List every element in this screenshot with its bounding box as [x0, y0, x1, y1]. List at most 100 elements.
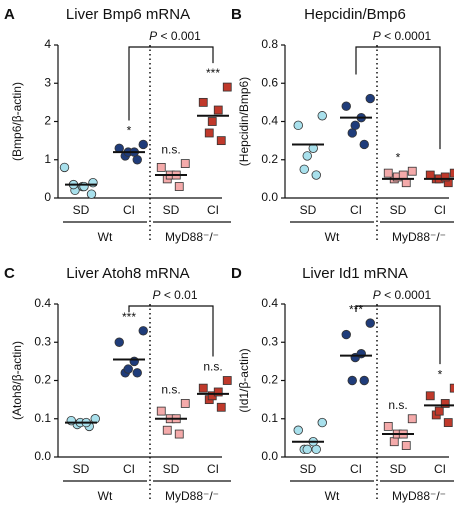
point — [383, 168, 393, 178]
panel-letter: D — [231, 265, 242, 282]
group-label: MyD88⁻/⁻ — [392, 230, 446, 244]
significance: n.s. — [388, 398, 407, 412]
x-tick-label: SD — [390, 203, 407, 217]
x-tick-label: CI — [434, 203, 446, 217]
point — [449, 383, 454, 393]
y-tick-label: 3 — [44, 75, 51, 89]
point — [198, 383, 208, 393]
point — [123, 364, 133, 374]
point — [365, 318, 375, 328]
group-label: Wt — [98, 230, 113, 244]
point — [204, 128, 214, 138]
x-tick-label: SD — [300, 203, 317, 217]
comparison-label: P < 0.0001 — [373, 288, 432, 302]
y-tick-label: 2 — [44, 114, 51, 128]
comparison-bracket — [128, 305, 214, 357]
y-tick-label: 0.2 — [34, 373, 51, 387]
y-axis-label: (Id1/β-actin) — [237, 348, 251, 412]
y-tick-label: 0.1 — [34, 411, 51, 425]
point — [114, 337, 124, 347]
x-tick-label: SD — [390, 462, 407, 476]
group-label: Wt — [98, 489, 113, 503]
y-axis-label: (Atoh8/β-actin) — [10, 341, 24, 420]
point — [213, 105, 223, 115]
point — [443, 418, 453, 427]
panel-letter: A — [4, 6, 15, 23]
y-tick-label: 1 — [44, 152, 51, 166]
point — [216, 136, 226, 146]
y-tick-label: 0.3 — [34, 334, 51, 348]
group-label: MyD88⁻/⁻ — [165, 230, 219, 244]
point — [86, 189, 97, 199]
significance: n.s. — [203, 360, 222, 374]
point — [383, 421, 393, 431]
x-tick-label: SD — [163, 462, 180, 476]
x-tick-label: SD — [73, 203, 90, 217]
significance: n.s. — [161, 383, 180, 397]
point — [401, 441, 411, 450]
point — [222, 376, 232, 385]
comparison-label: P < 0.01 — [152, 288, 197, 302]
y-tick-label: 0.4 — [261, 114, 278, 128]
y-tick-label: 0.8 — [261, 37, 278, 51]
y-tick-label: 0.2 — [261, 152, 278, 166]
point — [213, 387, 223, 397]
comparison-label: P < 0.001 — [149, 29, 201, 43]
panel-letter: B — [231, 6, 242, 23]
point — [293, 120, 303, 131]
significance: *** — [122, 310, 136, 324]
point — [132, 368, 142, 378]
x-tick-label: SD — [163, 203, 180, 217]
y-axis-label: (Hepcidin/Bmp6) — [237, 77, 251, 166]
y-tick-label: 0.1 — [261, 411, 278, 425]
group-label: MyD88⁻/⁻ — [165, 489, 219, 503]
point — [198, 97, 208, 107]
point — [389, 437, 399, 447]
x-tick-label: CI — [350, 203, 362, 217]
y-tick-label: 0.4 — [34, 296, 51, 310]
y-tick-label: 0.4 — [261, 296, 278, 310]
group-label: MyD88⁻/⁻ — [392, 489, 446, 503]
point — [317, 417, 327, 428]
point — [293, 425, 303, 435]
point — [359, 375, 369, 386]
comparison-bracket — [355, 46, 441, 150]
point — [207, 117, 217, 126]
panel-letter: C — [4, 265, 15, 282]
x-tick-label: CI — [207, 462, 219, 476]
point — [347, 375, 357, 386]
point — [180, 399, 190, 408]
x-tick-label: CI — [207, 203, 219, 217]
point — [129, 356, 139, 367]
x-tick-label: SD — [73, 462, 90, 476]
point — [88, 177, 98, 188]
point — [449, 168, 454, 178]
point — [407, 166, 417, 176]
point — [311, 170, 321, 180]
point — [138, 139, 148, 150]
point — [317, 111, 327, 121]
point — [341, 329, 351, 340]
point — [359, 139, 369, 150]
y-tick-label: 0.3 — [261, 334, 278, 348]
point — [356, 349, 366, 359]
point — [341, 101, 351, 111]
significance: * — [127, 124, 132, 138]
point — [302, 444, 312, 455]
significance: * — [396, 150, 401, 164]
point — [156, 162, 166, 172]
point — [440, 399, 450, 408]
point — [156, 406, 166, 416]
y-tick-label: 0.0 — [34, 449, 51, 463]
x-tick-label: CI — [123, 462, 135, 476]
significance: n.s. — [161, 143, 180, 157]
point — [180, 159, 190, 168]
x-tick-label: CI — [350, 462, 362, 476]
point — [407, 414, 417, 424]
point — [440, 172, 450, 182]
panel-title: Hepcidin/Bmp6 — [304, 6, 406, 23]
point — [174, 429, 184, 439]
point — [425, 391, 435, 401]
y-tick-label: 4 — [44, 37, 51, 51]
